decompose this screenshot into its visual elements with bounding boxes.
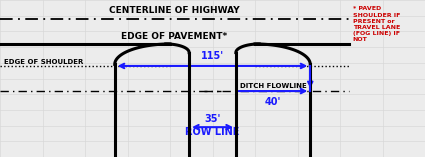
Text: EDGE OF SHOULDER: EDGE OF SHOULDER: [4, 59, 84, 65]
Text: ROW LINE: ROW LINE: [185, 127, 240, 137]
Text: 40': 40': [265, 97, 281, 107]
Text: DITCH FLOWLINE: DITCH FLOWLINE: [240, 84, 307, 89]
Text: 115': 115': [201, 51, 224, 61]
Text: * PAVED
SHOULDER IF
PRESENT or
TRAVEL LANE
(FOG LINE) IF
NOT: * PAVED SHOULDER IF PRESENT or TRAVEL LA…: [353, 6, 400, 42]
Text: CENTERLINE OF HIGHWAY: CENTERLINE OF HIGHWAY: [109, 6, 240, 15]
Text: EDGE OF PAVEMENT*: EDGE OF PAVEMENT*: [121, 32, 227, 41]
Text: 35': 35': [204, 114, 221, 124]
